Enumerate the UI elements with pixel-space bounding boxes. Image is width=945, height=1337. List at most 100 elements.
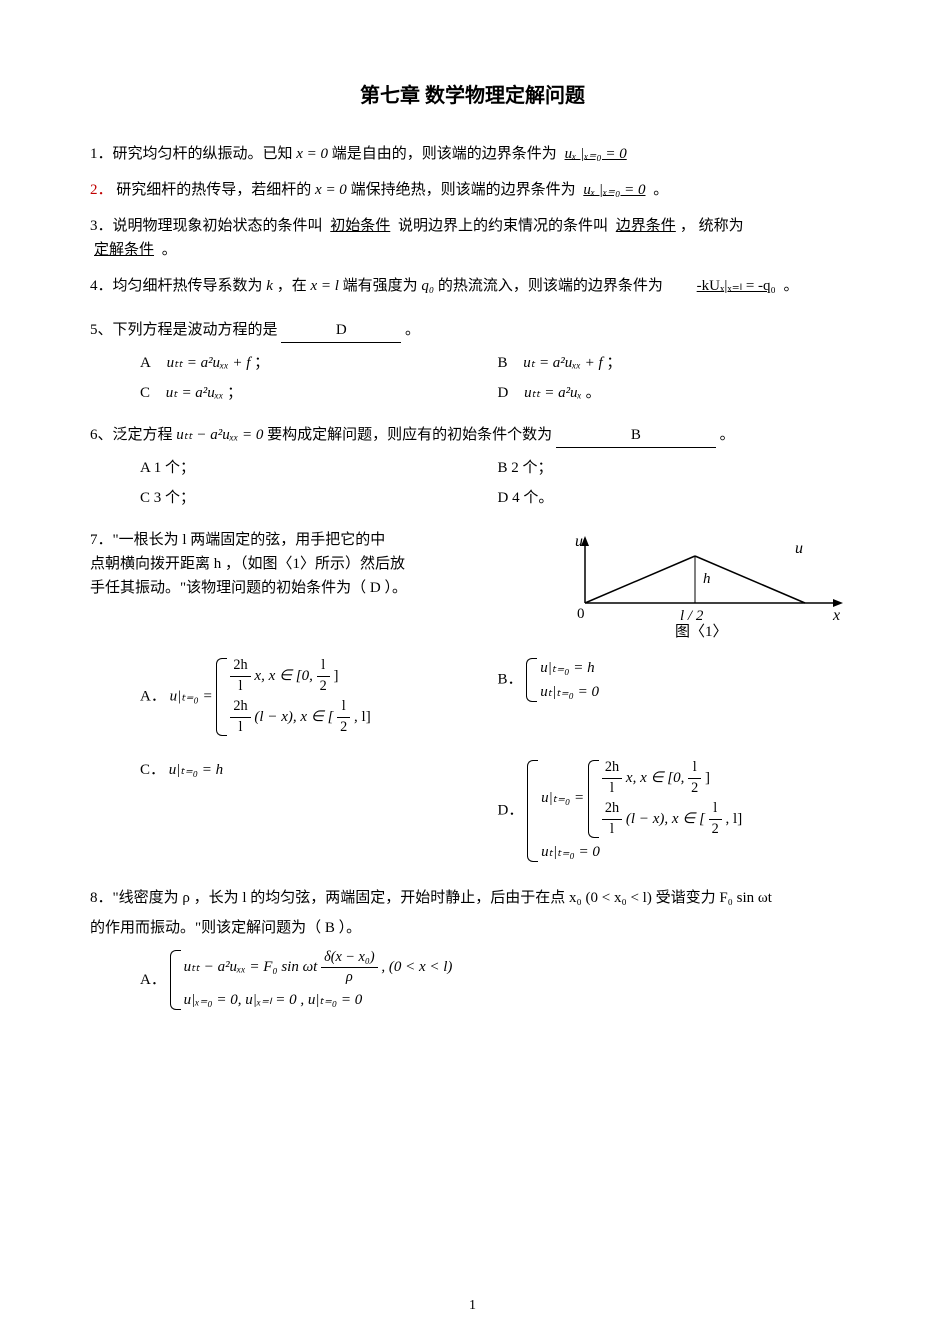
q7-D-r2-rest: (l − x), x ∈ [ [626, 811, 705, 827]
q7-A-pre: u|ₜ₌₀ = [170, 688, 213, 704]
q7-line1: 7．"一根长为 l 两端固定的弦，用手把它的中 [90, 528, 545, 552]
q7-A-r2-hnum: l [337, 697, 350, 718]
q7-D-r1-hnum: l [688, 758, 701, 779]
q7-A-r2-close: , l] [354, 709, 371, 725]
triangle-figure-icon: u u h 0 l / 2 x 图〈1〉 [555, 528, 855, 638]
q7-D-label: D． [498, 802, 524, 818]
q6-eq: uₜₜ − a²uₓₓ = 0 [176, 427, 263, 443]
q2-eq1: x = 0 [315, 182, 347, 198]
q4-text-mid2: 端有强度为 [343, 278, 422, 294]
q4-text-mid1: ，在 [277, 278, 311, 294]
q8-A-r2: u|ₓ₌₀ = 0, u|ₓ₌ₗ = 0 , u|ₜ₌₀ = 0 [184, 992, 363, 1008]
q7-line3: 手任其振动。"该物理问题的初始条件为（ D ）。 [90, 576, 545, 600]
question-1: 1．研究均匀杆的纵振动。已知 x = 0 端是自由的，则该端的边界条件为 uₓ … [90, 142, 855, 166]
q2-text-mid: 端保持绝热，则该端的边界条件为 [351, 182, 576, 198]
q5-D-eq: uₜₜ = a²uₓ [524, 385, 582, 401]
q7-D-r2-hnum: l [709, 799, 722, 820]
q7-A-r1-rest: x, x ∈ [0, [254, 668, 312, 684]
q7-D-r1-close: ] [705, 770, 710, 786]
fig-x-label: x [832, 607, 840, 624]
q7-C-eq: u|ₜ₌₀ = h [169, 762, 223, 778]
q7-D-r2-close: , l] [726, 811, 743, 827]
q8-options: A． uₜₜ − a²uₓₓ = F₀ sin ωt δ(x − x₀)ρ , … [140, 948, 855, 1013]
q5-B-sep: ； [606, 355, 621, 371]
q5-C-label: C [140, 385, 150, 401]
q5-row-cd: C uₜ = a²uₓₓ ； D uₜₜ = a²uₓ 。 [140, 381, 855, 405]
q7-D-r3: uₜ|ₜ₌₀ = 0 [541, 844, 600, 860]
q5-answer: D [281, 318, 401, 343]
fig-l2-label: l / 2 [680, 608, 704, 624]
q5-A-label: A [140, 355, 151, 371]
question-8: 8．"线密度为 ρ ，长为 l 的均匀弦，两端固定，开始时静止，后由于在点 x₀… [90, 886, 855, 940]
fig-h-label: h [703, 571, 711, 587]
q7-C-label: C． [140, 762, 165, 778]
q1-eq1: x = 0 [296, 146, 328, 162]
q7-D-r1-pre: u|ₜ₌₀ = [541, 790, 584, 806]
q7-A-r2-rest: (l − x), x ∈ [ [254, 709, 333, 725]
question-3: 3．说明物理现象初始状态的条件叫 初始条件 说明边界上的约束情况的条件叫 边界条… [90, 214, 855, 262]
q5-tail: 。 [405, 322, 420, 338]
q5-C-sep: ； [227, 385, 242, 401]
q6-B: B 2 个； [498, 456, 856, 480]
q7-A-r2-den: l [230, 718, 250, 738]
document-page: 第七章 数学物理定解问题 1．研究均匀杆的纵振动。已知 x = 0 端是自由的，… [0, 0, 945, 1337]
q8-line2: 的作用而振动。"则该定解问题为（ B ）。 [90, 916, 855, 940]
q7-D-r1-den: l [602, 779, 622, 799]
q7-line2: 点朝横向拨开距离 h ，（如图〈1〉所示）然后放 [90, 552, 545, 576]
q7-D-r1-hden: 2 [688, 779, 701, 799]
q5-D-sep: 。 [586, 385, 601, 401]
q2-answer: uₓ |ₓ₌₀ = 0 [579, 182, 649, 198]
q3-text-mid2: 统称为 [699, 218, 744, 234]
question-2: 2． 研究细杆的热传导，若细杆的 x = 0 端保持绝热，则该端的边界条件为 u… [90, 178, 855, 202]
q7-A-r1-num: 2h [230, 656, 250, 677]
q8-A-cond: , (0 < x < l) [381, 959, 452, 975]
q7-A-r1-close: ] [334, 668, 339, 684]
q8-text-pre: 8．"线密度为 ρ ，长为 l 的均匀弦，两端固定，开始时静止，后由于在点 x₀… [90, 886, 855, 910]
q7-A-r2-num: 2h [230, 697, 250, 718]
q4-text-pre: 4．均匀细杆热传导系数为 [90, 278, 266, 294]
q1-text-pre: 1．研究均匀杆的纵振动。已知 [90, 146, 296, 162]
question-7: 7．"一根长为 l 两端固定的弦，用手把它的中 点朝横向拨开距离 h ，（如图〈… [90, 528, 855, 646]
q8-A-label: A． [140, 971, 166, 987]
q7-opt-C: C． u|ₜ₌₀ = h [140, 758, 498, 864]
q6-answer: B [556, 423, 716, 448]
q2-text-pre: 研究细杆的热传导，若细杆的 [116, 182, 315, 198]
q2-tail: 。 [653, 182, 668, 198]
page-title: 第七章 数学物理定解问题 [90, 80, 855, 112]
q4-eq-xl: x = l [310, 278, 338, 294]
q8-A-eq-pre: uₜₜ − a²uₓₓ = F₀ sin ωt [184, 959, 318, 975]
q4-tail: 。 [784, 278, 799, 294]
q7-B-label: B． [498, 671, 523, 687]
q7-B-r2: uₜ|ₜ₌₀ = 0 [540, 684, 599, 700]
fig-u2-label: u [795, 540, 803, 557]
q5-C-eq: uₜ = a²uₓₓ [166, 385, 224, 401]
q6-text-mid: 要构成定解问题，则应有的初始条件个数为 [267, 427, 552, 443]
q2-num: 2． [90, 182, 113, 198]
q6-A: A 1 个； [140, 456, 498, 480]
q5-row-ab: A uₜₜ = a²uₓₓ + f ； B uₜ = a²uₓₓ + f ； [140, 351, 855, 375]
q1-text-mid: 端是自由的，则该端的边界条件为 [332, 146, 557, 162]
q7-opt-A: A． u|ₜ₌₀ = 2hl x, x ∈ [0, l2 ] 2hl (l − … [140, 656, 498, 738]
q6-text-pre: 6、泛定方程 [90, 427, 176, 443]
q3-tail: 。 [162, 242, 177, 258]
q6-D: D 4 个。 [498, 486, 856, 510]
q7-B-r1: u|ₜ₌₀ = h [540, 660, 594, 676]
q3-ans3: 定解条件 [90, 242, 158, 258]
q8-opt-A: A． uₜₜ − a²uₓₓ = F₀ sin ωt δ(x − x₀)ρ , … [140, 948, 855, 1013]
q4-text-mid3: 的热流流入，则该端的边界条件为 [438, 278, 663, 294]
q8-A-frac-num: δ(x − x₀) [321, 948, 377, 969]
q4-var-k: k [266, 278, 273, 294]
q6-row-ab: A 1 个； B 2 个； [140, 456, 855, 480]
q3-ans1: 初始条件 [326, 218, 394, 234]
fig-0-label: 0 [577, 606, 585, 622]
q4-answer: -kUₓ|ₓ₌ₗ = -q₀ [667, 278, 780, 294]
q7-D-r1-rest: x, x ∈ [0, [626, 770, 684, 786]
q7-opt-D: D． u|ₜ₌₀ = 2hl x, x ∈ [0, l2 ] [498, 758, 856, 864]
q8-A-frac-den: ρ [321, 968, 377, 988]
q3-ans2: 边界条件 [612, 218, 680, 234]
q7-opt-B: B． u|ₜ₌₀ = h uₜ|ₜ₌₀ = 0 [498, 656, 856, 738]
q7-D-r2-hden: 2 [709, 820, 722, 840]
q5-D-label: D [498, 385, 509, 401]
page-number: 1 [0, 1295, 945, 1317]
q7-A-r1-den: l [230, 677, 250, 697]
